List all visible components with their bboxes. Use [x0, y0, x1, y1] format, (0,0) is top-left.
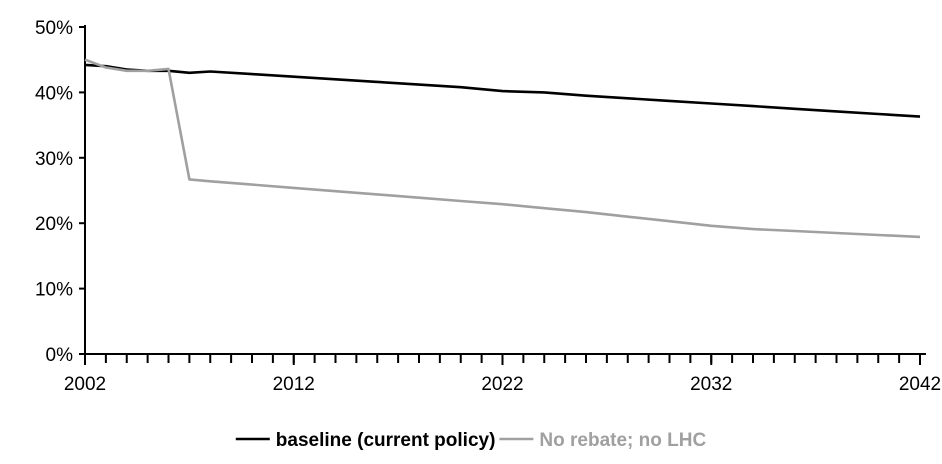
y-tick-label: 10%	[35, 280, 73, 301]
y-tick-label: 30%	[35, 149, 73, 170]
x-tick-label: 2042	[899, 374, 941, 395]
legend-label: No rebate; no LHC	[539, 430, 706, 451]
x-tick-label: 2032	[690, 374, 732, 395]
legend: baseline (current policy) No rebate; no L…	[235, 430, 706, 451]
y-tick-label: 20%	[35, 214, 73, 235]
series-line-0	[84, 63, 921, 118]
axes: 0% 10% 20% 30% 40% 50% 2002 2012 2022 2032 2042	[35, 18, 941, 395]
x-tick-label: 2012	[273, 374, 315, 395]
y-tick-label: 40%	[35, 83, 73, 104]
legend-item-0: baseline (current policy)	[235, 430, 496, 451]
x-tick-label: 2002	[64, 374, 106, 395]
x-tick-label: 2022	[481, 374, 523, 395]
series-lines	[84, 58, 921, 239]
y-tick-label: 0%	[46, 345, 74, 366]
legend-label: baseline (current policy)	[276, 430, 496, 451]
y-tick-label: 50%	[35, 18, 73, 39]
series-line-1	[84, 58, 921, 239]
legend-item-1: No rebate; no LHC	[499, 430, 706, 451]
